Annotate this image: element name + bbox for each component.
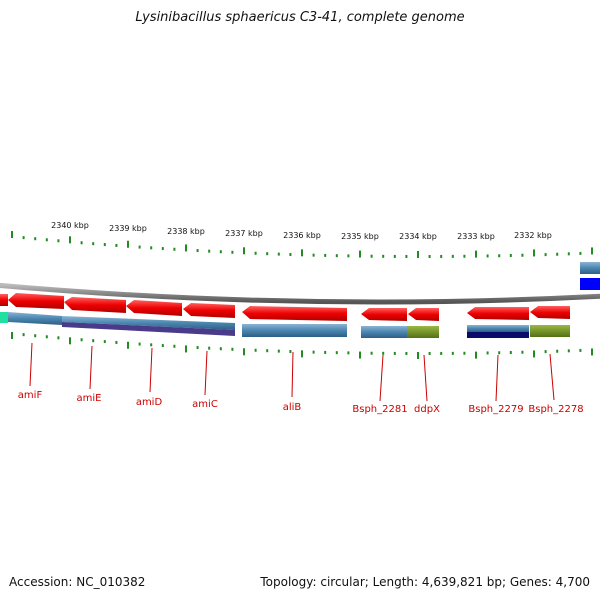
gene-label[interactable]: amiD [136, 397, 163, 408]
gene-label[interactable]: ddpX [414, 404, 440, 415]
feature-block[interactable] [580, 262, 600, 274]
gene-label[interactable]: amiF [18, 390, 43, 401]
tick-label: 2339 kbp [109, 224, 147, 233]
feature-band[interactable] [467, 325, 529, 332]
gene-label[interactable]: Bsph_2279 [468, 404, 523, 415]
gene-arrow-aliB[interactable] [242, 306, 347, 321]
gene-arrow-amiD[interactable] [126, 300, 182, 316]
genome-backbone [0, 282, 600, 305]
tick-label: 2338 kbp [167, 227, 205, 236]
gene-label[interactable]: aliB [283, 402, 302, 413]
leader-line [379, 354, 384, 402]
feature-band[interactable] [407, 326, 439, 338]
feature-block[interactable] [580, 278, 600, 290]
gene-arrow-Bsph_2281[interactable] [361, 308, 407, 321]
gene-label[interactable]: Bsph_2281 [352, 404, 407, 415]
map-title: Lysinibacillus sphaericus C3-41, complet… [135, 10, 465, 25]
feature-band[interactable] [530, 325, 570, 337]
feature-band[interactable] [242, 324, 347, 337]
tick-label: 2332 kbp [514, 231, 552, 240]
gene-label[interactable]: amiE [77, 393, 102, 404]
feature-band[interactable] [62, 316, 235, 330]
feature-band[interactable] [0, 312, 8, 323]
leader-line [89, 345, 93, 390]
feature-band[interactable] [467, 332, 529, 338]
gene-arrow[interactable] [0, 294, 8, 306]
scale-ticks-bottom [11, 332, 593, 359]
accession-text: Accession: NC_010382 [9, 575, 146, 589]
tick-label: 2333 kbp [457, 232, 495, 241]
gene-label[interactable]: amiC [192, 399, 218, 410]
leader-line [291, 351, 294, 398]
gene-label[interactable]: Bsph_2278 [528, 404, 583, 415]
leader-line [423, 354, 428, 402]
tick-label: 2335 kbp [341, 232, 379, 241]
scale-tick-labels: 2340 kbp 2339 kbp 2338 kbp 2337 kbp 2336… [51, 221, 552, 241]
genome-summary-text: Topology: circular; Length: 4,639,821 bp… [260, 575, 590, 589]
gene-arrow-amiC[interactable] [183, 303, 235, 318]
tick-label: 2340 kbp [51, 221, 89, 230]
gene-arrow-amiE[interactable] [64, 297, 126, 313]
leader-line [204, 350, 208, 396]
leader-line [495, 354, 499, 402]
leader-line [29, 342, 33, 387]
feature-track [0, 312, 570, 338]
gene-arrow-ddpX[interactable] [408, 308, 439, 321]
feature-band[interactable] [62, 322, 235, 336]
tick-label: 2334 kbp [399, 232, 437, 241]
leader-line [549, 353, 555, 401]
gene-track [0, 293, 570, 321]
leader-line [149, 347, 153, 393]
gene-arrow-Bsph_2279[interactable] [467, 307, 529, 320]
gene-leaders [29, 342, 555, 402]
gene-labels: amiF amiE amiD amiC aliB Bsph_2281 ddpX … [18, 390, 584, 415]
tick-label: 2337 kbp [225, 229, 263, 238]
scale-ticks-top [11, 231, 593, 258]
feature-band[interactable] [361, 326, 407, 338]
gene-arrow-Bsph_2278[interactable] [530, 306, 570, 319]
feature-band[interactable] [8, 312, 62, 325]
gene-arrow-amiF[interactable] [8, 293, 64, 309]
tick-label: 2336 kbp [283, 231, 321, 240]
